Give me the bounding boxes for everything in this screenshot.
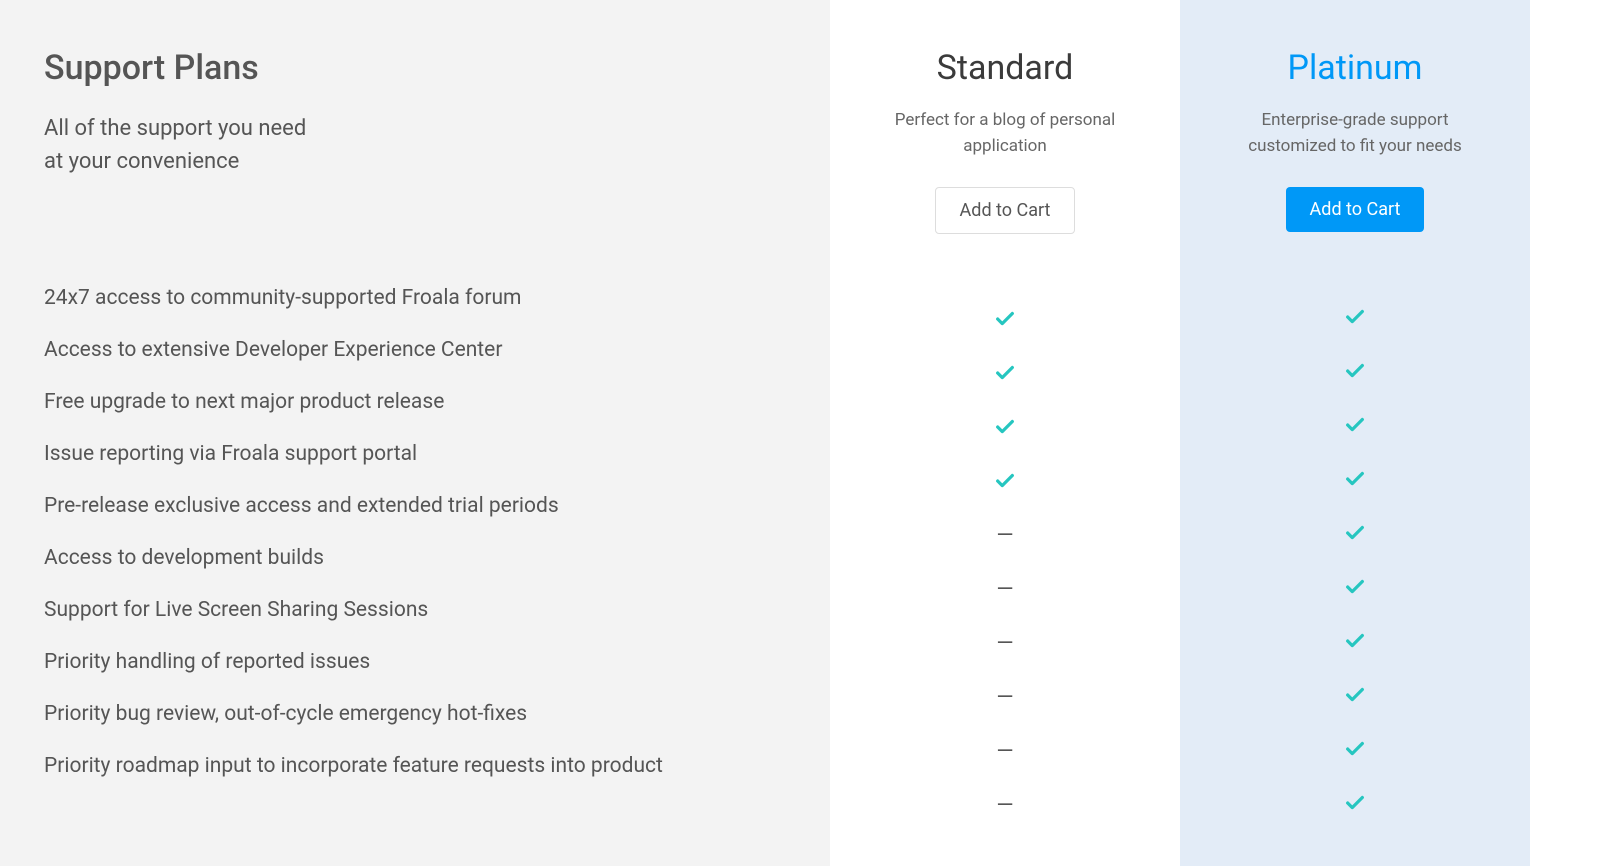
plan-platinum-description: Enterprise-grade support customized to f… xyxy=(1204,108,1506,159)
add-to-cart-platinum-button[interactable]: Add to Cart xyxy=(1286,187,1425,232)
feature-row: Pre-release exclusive access and extende… xyxy=(44,494,786,518)
check-icon xyxy=(1344,412,1366,438)
left-panel: Support Plans All of the support you nee… xyxy=(0,0,830,866)
plan-standard-values: — — — — — — xyxy=(854,306,1156,818)
check-icon xyxy=(994,414,1016,440)
dash-icon: — xyxy=(996,522,1013,548)
feature-row: Free upgrade to next major product relea… xyxy=(44,390,786,414)
check-icon xyxy=(1344,358,1366,384)
feature-row: Priority bug review, out-of-cycle emerge… xyxy=(44,702,786,726)
dash-icon: — xyxy=(996,576,1013,602)
feature-row: Access to development builds xyxy=(44,546,786,570)
check-icon xyxy=(1344,736,1366,762)
check-icon xyxy=(1344,466,1366,492)
dash-icon: — xyxy=(996,792,1013,818)
feature-row: Access to extensive Developer Experience… xyxy=(44,338,786,362)
plan-standard-title: Standard xyxy=(854,48,1156,88)
page-subtitle: All of the support you need at your conv… xyxy=(44,112,786,178)
check-icon xyxy=(1344,790,1366,816)
feature-row: Priority roadmap input to incorporate fe… xyxy=(44,754,786,778)
subtitle-line-2: at your convenience xyxy=(44,149,239,174)
check-icon xyxy=(1344,574,1366,600)
add-to-cart-standard-button[interactable]: Add to Cart xyxy=(935,187,1076,234)
feature-row: Priority handling of reported issues xyxy=(44,650,786,674)
check-icon xyxy=(1344,682,1366,708)
check-icon xyxy=(994,306,1016,332)
check-icon xyxy=(994,360,1016,386)
dash-icon: — xyxy=(996,684,1013,710)
pricing-container: Support Plans All of the support you nee… xyxy=(0,0,1600,863)
plan-platinum-column: Platinum Enterprise-grade support custom… xyxy=(1180,0,1530,866)
check-icon xyxy=(994,468,1016,494)
check-icon xyxy=(1344,520,1366,546)
subtitle-line-1: All of the support you need xyxy=(44,116,306,141)
plan-platinum-title: Platinum xyxy=(1204,48,1506,88)
dash-icon: — xyxy=(996,630,1013,656)
dash-icon: — xyxy=(996,738,1013,764)
check-icon xyxy=(1344,304,1366,330)
feature-row: Issue reporting via Froala support porta… xyxy=(44,442,786,466)
plan-platinum-values xyxy=(1204,304,1506,816)
plan-standard-description: Perfect for a blog of personal applicati… xyxy=(854,108,1156,159)
feature-row: 24x7 access to community-supported Froal… xyxy=(44,286,786,310)
plan-standard-column: Standard Perfect for a blog of personal … xyxy=(830,0,1180,866)
check-icon xyxy=(1344,628,1366,654)
feature-row: Support for Live Screen Sharing Sessions xyxy=(44,598,786,622)
feature-list: 24x7 access to community-supported Froal… xyxy=(44,286,786,778)
page-title: Support Plans xyxy=(44,48,786,88)
